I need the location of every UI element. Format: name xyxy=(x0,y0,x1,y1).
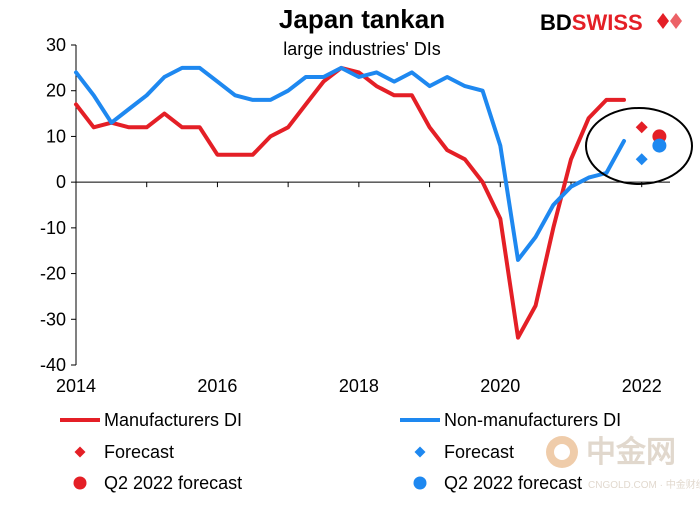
x-tick-label: 2020 xyxy=(480,376,520,396)
legend-item: Q2 2022 forecast xyxy=(73,473,242,493)
brand-mark-icon-2 xyxy=(670,13,682,29)
legend-label: Forecast xyxy=(104,442,174,462)
legend-item: Non-manufacturers DI xyxy=(400,410,621,430)
watermark: 中金网 CNGOLD.COM · 中金财经新媒体 xyxy=(546,435,700,491)
chart-subtitle: large industries' DIs xyxy=(283,39,441,59)
y-tick-label: 30 xyxy=(46,35,66,55)
x-tick-label: 2014 xyxy=(56,376,96,396)
series-line-non-manufacturers xyxy=(74,65,626,262)
legend-diamond-swatch xyxy=(414,446,426,458)
legend: Manufacturers DI Non-manufacturers DI Fore… xyxy=(60,410,621,493)
y-tick-label: 20 xyxy=(46,81,66,101)
legend-diamond-swatch xyxy=(74,446,86,458)
x-tick-label: 2022 xyxy=(622,376,662,396)
brand-logo: BDSWISS xyxy=(540,10,682,35)
legend-circle-swatch xyxy=(413,476,427,490)
chart-title: Japan tankan xyxy=(279,4,445,34)
watermark-logo-inner-icon xyxy=(554,444,570,460)
brand-mark-icon xyxy=(657,13,669,29)
y-tick-label: -40 xyxy=(40,355,66,375)
legend-item: Q2 2022 forecast xyxy=(413,473,582,493)
y-tick-label: -30 xyxy=(40,309,66,329)
watermark-sub: CNGOLD.COM · 中金财经新媒体 xyxy=(588,478,700,491)
legend-label: Forecast xyxy=(444,442,514,462)
y-tick-label: -10 xyxy=(40,218,66,238)
watermark-main: 中金网 xyxy=(586,435,676,469)
brand-bd: BD xyxy=(540,10,572,35)
series-line-manufacturers xyxy=(74,65,626,340)
x-tick-label: 2018 xyxy=(339,376,379,396)
legend-circle-swatch xyxy=(73,476,87,490)
y-tick-label: -20 xyxy=(40,264,66,284)
legend-label: Non-manufacturers DI xyxy=(444,410,621,430)
legend-item: Manufacturers DI xyxy=(60,410,242,430)
series-layer xyxy=(74,65,626,340)
forecast-point xyxy=(635,121,648,134)
q2-forecast-point xyxy=(652,138,667,153)
forecast-layer xyxy=(635,121,667,166)
legend-label: Q2 2022 forecast xyxy=(104,473,242,493)
legend-label: Manufacturers DI xyxy=(104,410,242,430)
forecast-point xyxy=(635,153,648,166)
x-tick-label: 2016 xyxy=(197,376,237,396)
forecast-highlight-ellipse xyxy=(585,107,693,185)
legend-item: Forecast xyxy=(74,442,174,462)
y-tick-label: 10 xyxy=(46,126,66,146)
brand-logo-text: BDSWISS xyxy=(540,10,643,35)
y-tick-label: 0 xyxy=(56,172,66,192)
legend-item: Forecast xyxy=(414,442,514,462)
legend-label: Q2 2022 forecast xyxy=(444,473,582,493)
brand-swiss: SWISS xyxy=(572,10,643,35)
